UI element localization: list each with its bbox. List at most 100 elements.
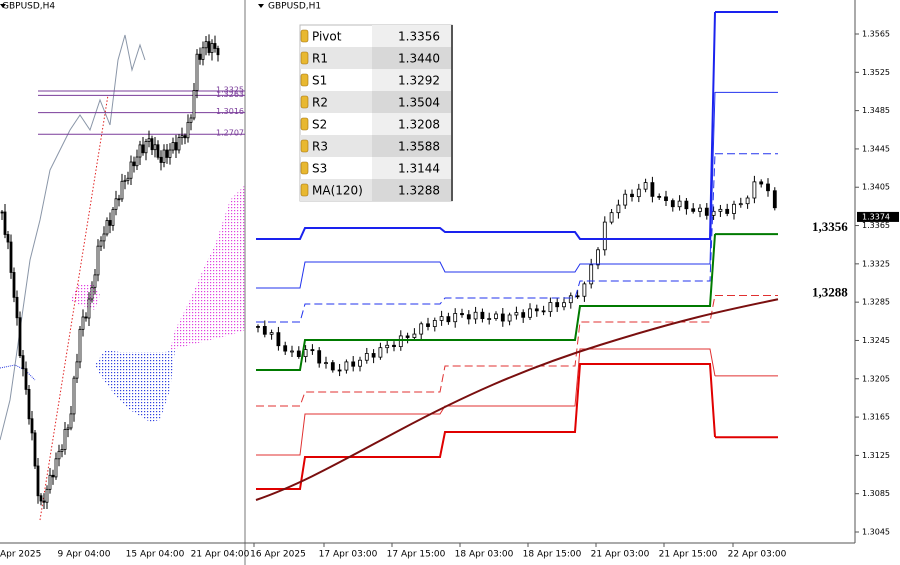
x-tick-label: 16 Apr 2025 <box>250 550 306 560</box>
candle-body <box>0 211 4 214</box>
candle-body <box>562 302 566 308</box>
candle-body <box>310 349 315 352</box>
y-tick-label: 1.3285 <box>862 298 890 307</box>
candle-body <box>93 274 97 288</box>
candle-body <box>711 210 716 216</box>
x-tick-label: 9 Apr 04:00 <box>58 550 111 560</box>
candle-body <box>371 353 376 358</box>
y-tick-label: 1.3245 <box>862 336 890 345</box>
candle-body <box>87 298 91 319</box>
table-name: S3 <box>312 162 327 176</box>
candle-body <box>772 190 777 209</box>
row-icon <box>300 29 309 43</box>
level-history <box>256 91 716 289</box>
candle-body <box>66 427 70 430</box>
candle-body <box>766 183 770 192</box>
candle-body <box>60 449 64 452</box>
candle-body <box>507 314 512 322</box>
candle-body <box>105 220 109 235</box>
level-annotation: 1,3356 <box>812 219 848 234</box>
candle-body <box>180 135 184 138</box>
candle-body <box>466 314 471 320</box>
table-value: 1.3356 <box>398 30 440 44</box>
row-icon <box>300 161 309 175</box>
candle-body <box>90 286 94 300</box>
candle-body <box>392 344 396 348</box>
y-tick-label: 1.3565 <box>862 30 890 39</box>
candle-body <box>69 413 73 429</box>
candle-body <box>351 361 356 367</box>
candle-body <box>177 137 181 151</box>
y-tick-label: 1.3445 <box>862 144 890 153</box>
table-value-bg <box>372 69 452 91</box>
x-tick-label: 17 Apr 15:00 <box>387 550 446 560</box>
candle-body <box>96 245 100 276</box>
candle-body <box>752 181 757 199</box>
panel-title: GBPUSD,H4 <box>2 2 55 12</box>
cloud-bull <box>170 185 245 350</box>
candle-body <box>616 204 621 214</box>
candle-body <box>704 207 709 216</box>
candle-body <box>201 47 205 60</box>
candle-body <box>111 208 115 226</box>
table-value-bg <box>372 135 452 157</box>
candle-body <box>745 197 750 205</box>
table-value: 1.3288 <box>398 184 440 198</box>
candle-body <box>650 182 655 197</box>
candle-body <box>75 361 79 379</box>
candle-body <box>303 349 308 357</box>
candle-body <box>129 161 133 179</box>
candle-body <box>494 313 498 319</box>
candle-body <box>446 316 451 323</box>
table-name: MA(120) <box>312 184 363 198</box>
candle-body <box>528 308 532 318</box>
candle-body <box>487 318 492 320</box>
candle-body <box>45 488 49 503</box>
candle-body <box>677 200 682 208</box>
candle-body <box>691 208 696 212</box>
candle-body <box>378 347 383 358</box>
table-value-bg <box>372 113 452 135</box>
candle-body <box>18 317 22 357</box>
ma-line <box>255 298 779 501</box>
candle-body <box>337 369 342 372</box>
candle-body <box>419 323 424 335</box>
candle-body <box>759 181 764 185</box>
candle-body <box>596 249 600 266</box>
candle-body <box>589 264 594 285</box>
candle-body <box>732 203 736 214</box>
candle-body <box>330 362 335 371</box>
table-value: 1.3440 <box>398 52 440 66</box>
candle-body <box>36 465 40 497</box>
candle-body <box>426 323 430 327</box>
candle-body <box>213 43 217 49</box>
candle-body <box>555 302 560 308</box>
candle-body <box>153 144 157 151</box>
y-tick-label: 1.3325 <box>862 259 890 268</box>
y-tick-label: 1.3365 <box>862 221 890 230</box>
y-tick-label: 1.3045 <box>862 528 890 537</box>
table-value: 1.3144 <box>398 162 440 176</box>
candle-body <box>12 272 16 298</box>
candle-body <box>738 203 743 206</box>
candle-body <box>138 144 142 158</box>
candle-body <box>171 142 175 151</box>
candle-body <box>120 180 124 200</box>
candle-body <box>78 328 82 363</box>
cloud-bear <box>95 350 175 422</box>
candle-body <box>344 361 349 371</box>
candle-body <box>609 212 614 223</box>
table-name: R2 <box>312 96 328 110</box>
y-tick-label: 1.3165 <box>862 413 890 422</box>
candle-body <box>262 326 267 335</box>
candle-body <box>412 333 417 338</box>
candle-body <box>432 320 437 327</box>
candle-body <box>21 355 25 370</box>
table-value-bg <box>372 157 452 179</box>
row-icon <box>300 73 309 87</box>
candle-body <box>473 311 478 320</box>
candle-body <box>480 311 485 320</box>
candle-body <box>114 198 118 210</box>
